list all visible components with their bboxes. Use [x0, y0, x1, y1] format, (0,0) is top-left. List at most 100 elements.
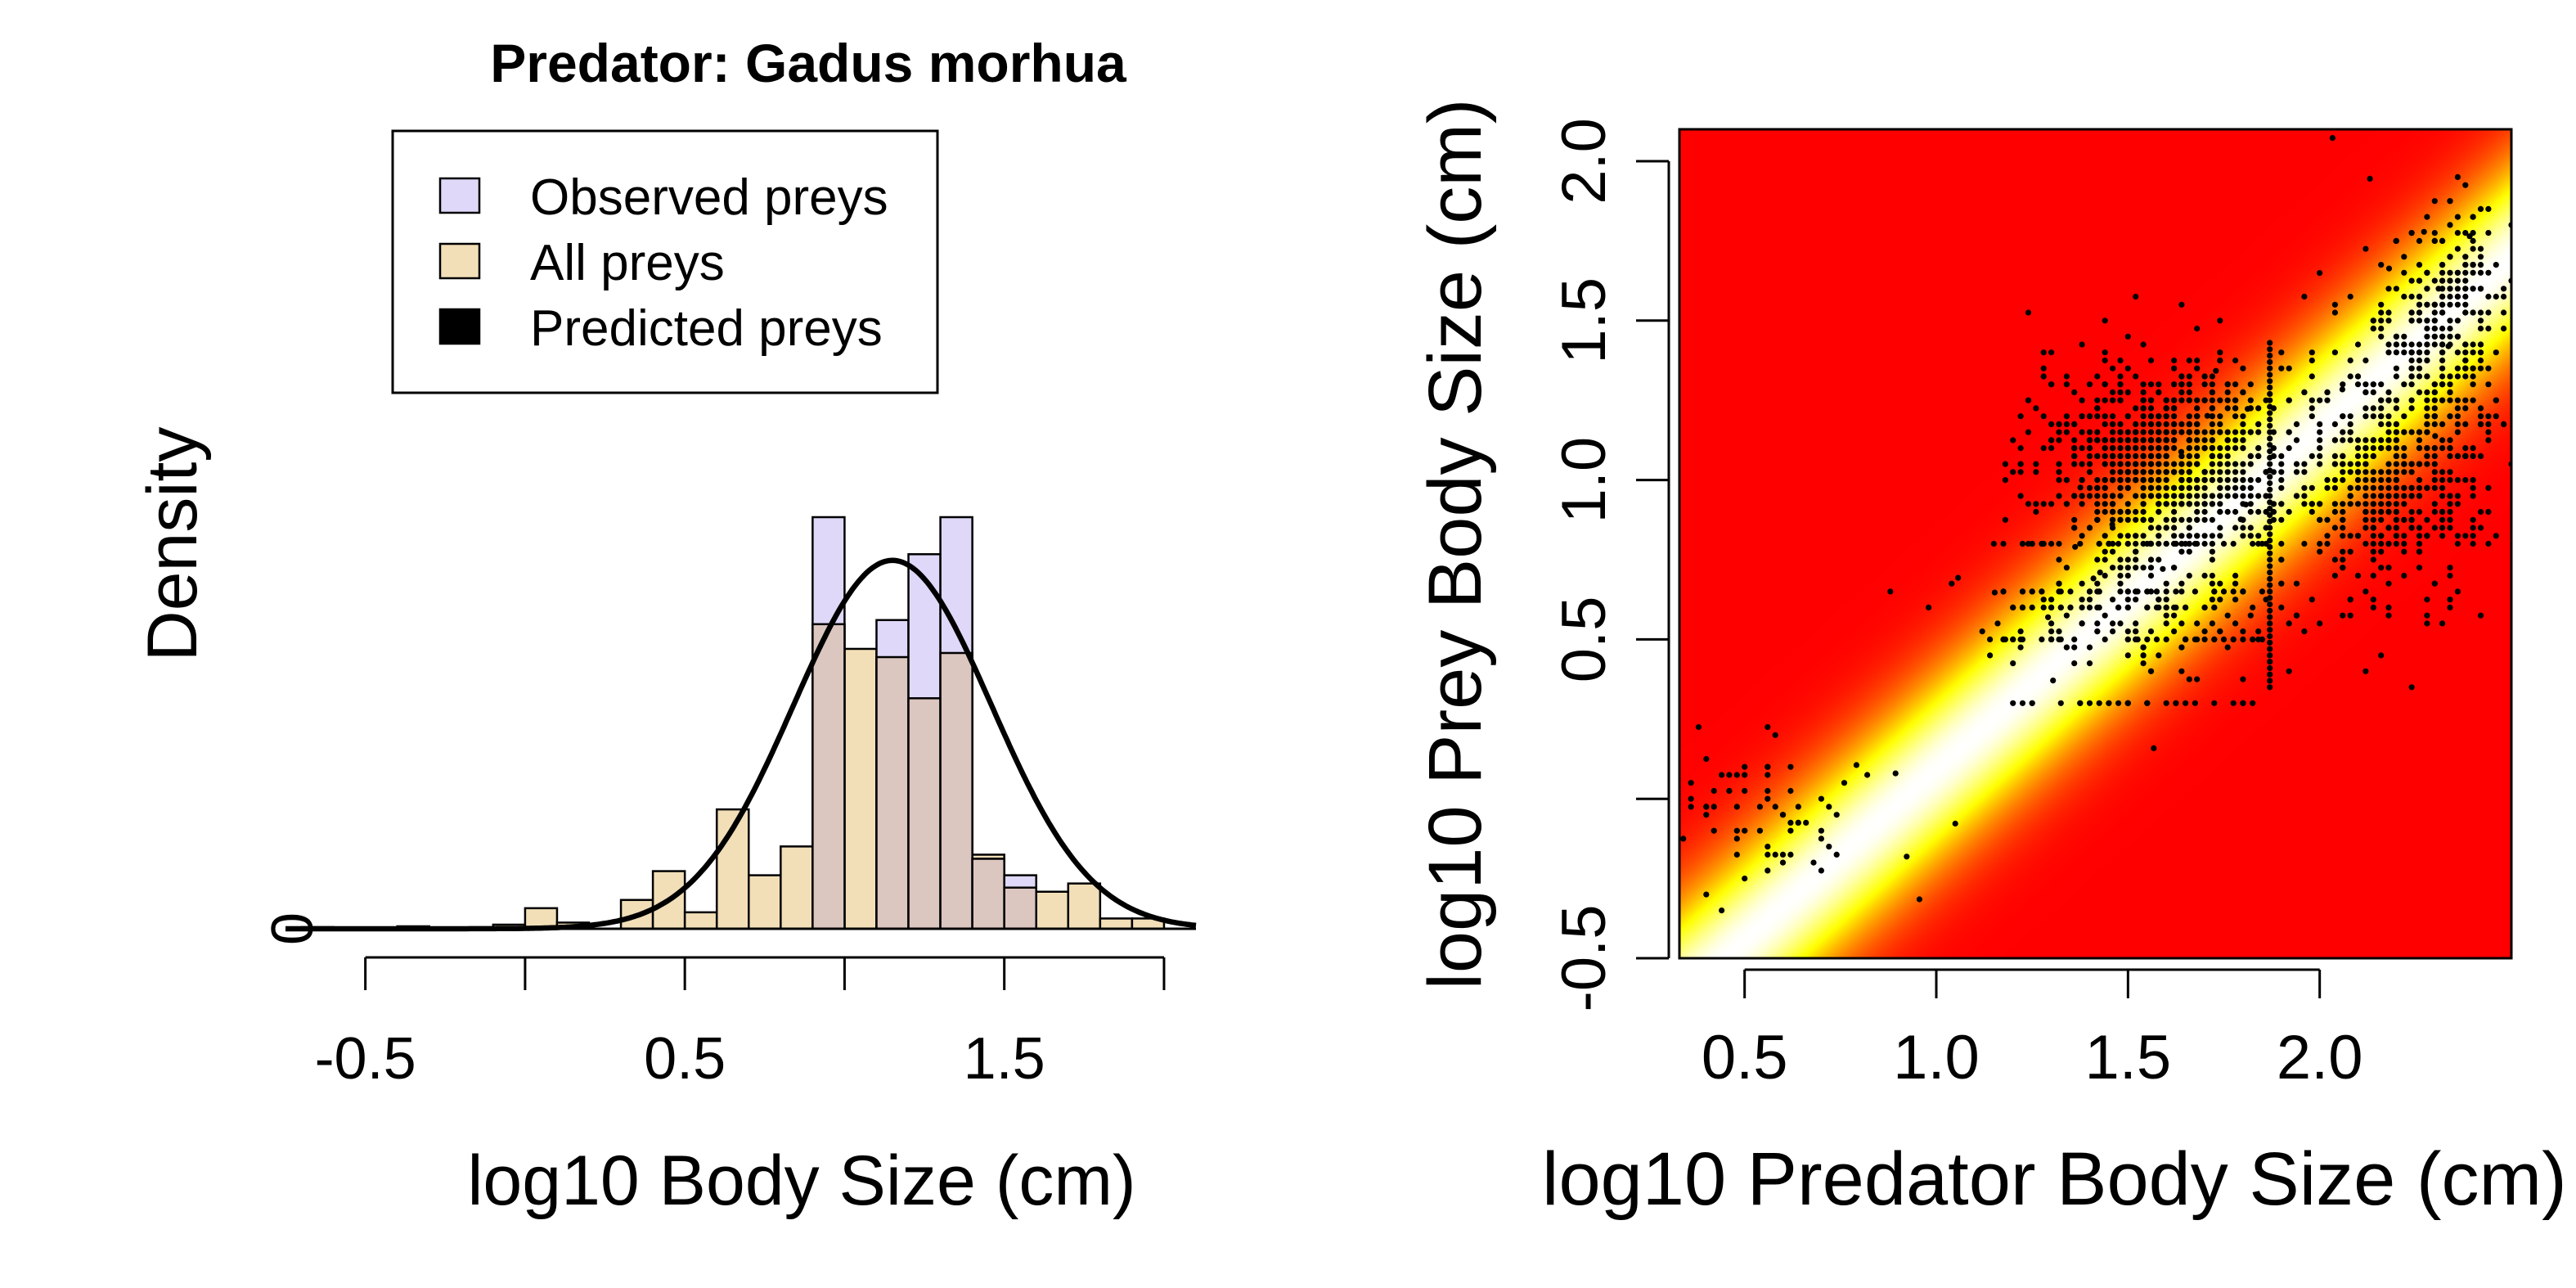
- data-point: [2171, 484, 2178, 491]
- y-tick-label: 0: [260, 912, 326, 945]
- data-point: [2048, 501, 2055, 507]
- data-point: [2401, 493, 2407, 499]
- data-point: [2362, 413, 2369, 420]
- data-point: [2224, 405, 2231, 412]
- data-point: [2039, 588, 2045, 595]
- data-point: [2324, 484, 2331, 491]
- data-point: [2102, 548, 2108, 555]
- data-point: [2354, 373, 2362, 380]
- data-point: [2072, 543, 2079, 550]
- data-point: [2431, 317, 2438, 324]
- data-point: [2071, 421, 2078, 428]
- data-point: [2454, 277, 2461, 284]
- data-point: [2462, 365, 2469, 372]
- data-point: [2439, 365, 2446, 372]
- data-point: [2408, 365, 2415, 372]
- data-point: [2470, 269, 2476, 276]
- data-point: [2124, 508, 2131, 516]
- data-point: [2171, 429, 2178, 435]
- data-point: [2178, 580, 2185, 587]
- data-point: [2385, 445, 2392, 452]
- data-point: [2317, 270, 2323, 277]
- data-point: [2140, 508, 2147, 516]
- data-point: [2293, 461, 2300, 467]
- data-point: [2079, 501, 2085, 507]
- data-point: [2439, 309, 2446, 316]
- data-point: [2331, 556, 2338, 563]
- data-point: [2439, 237, 2446, 244]
- data-point: [2347, 612, 2353, 619]
- data-point: [2163, 588, 2169, 595]
- data-point: [2201, 628, 2208, 635]
- data-point: [2331, 301, 2338, 308]
- data-point: [2454, 405, 2461, 412]
- data-point: [2156, 469, 2162, 475]
- data-point: [2317, 516, 2323, 523]
- data-point: [1818, 835, 1824, 842]
- data-point: [1818, 867, 1824, 874]
- data-point: [2147, 413, 2155, 420]
- data-point: [2378, 325, 2385, 332]
- data-point: [1952, 820, 1958, 827]
- data-point: [1765, 763, 1771, 770]
- data-point: [2309, 453, 2315, 460]
- data-point: [2286, 445, 2292, 452]
- data-point: [2048, 636, 2055, 643]
- data-point: [2077, 700, 2084, 706]
- data-point: [2186, 572, 2192, 579]
- data-point: [1841, 780, 1848, 786]
- data-point: [2194, 445, 2201, 452]
- data-point: [2286, 365, 2292, 372]
- data-point: [2385, 421, 2392, 428]
- data-point: [2048, 437, 2055, 444]
- data-point: [2086, 445, 2093, 452]
- data-point: [2362, 389, 2369, 395]
- data-point: [2156, 556, 2162, 563]
- data-point: [2393, 397, 2399, 403]
- data-point: [2163, 405, 2169, 412]
- data-point: [2267, 442, 2273, 448]
- data-point: [2247, 461, 2254, 467]
- data-point: [2240, 461, 2246, 467]
- data-point: [2401, 269, 2407, 276]
- data-point: [2094, 580, 2101, 587]
- data-point: [2347, 501, 2353, 507]
- data-point: [2354, 501, 2362, 507]
- data-point: [1703, 755, 1710, 763]
- data-point: [2416, 484, 2423, 491]
- data-point: [2424, 214, 2430, 220]
- data-point: [2447, 597, 2453, 603]
- data-point: [2424, 413, 2430, 420]
- data-point: [2462, 477, 2469, 484]
- data-point: [2470, 453, 2476, 460]
- data-point: [1994, 620, 2001, 627]
- data-point: [2063, 565, 2070, 571]
- data-point: [2156, 421, 2162, 428]
- data-point: [2259, 636, 2265, 643]
- data-point: [2408, 516, 2415, 523]
- data-point: [2331, 421, 2338, 428]
- data-point: [2393, 540, 2399, 547]
- data-point: [2224, 612, 2231, 619]
- data-point: [2340, 381, 2346, 388]
- data-point: [2147, 437, 2155, 444]
- data-point: [2378, 493, 2385, 499]
- data-point: [2186, 516, 2192, 523]
- data-point: [1787, 763, 1794, 770]
- data-point: [2094, 413, 2101, 420]
- data-point: [2462, 277, 2469, 284]
- data-point: [2217, 429, 2223, 435]
- data-point: [2171, 533, 2178, 539]
- data-point: [2110, 461, 2116, 467]
- data-point: [2178, 644, 2185, 651]
- data-point: [2477, 357, 2484, 364]
- data-point: [2171, 413, 2178, 420]
- data-point: [2144, 604, 2151, 611]
- data-point: [2267, 372, 2273, 378]
- data-point: [2217, 477, 2223, 484]
- data-point: [2025, 309, 2032, 316]
- data-point: [2462, 301, 2469, 308]
- bar-all-preys: [1099, 917, 1134, 930]
- data-point: [2171, 508, 2178, 516]
- data-point: [2393, 405, 2399, 412]
